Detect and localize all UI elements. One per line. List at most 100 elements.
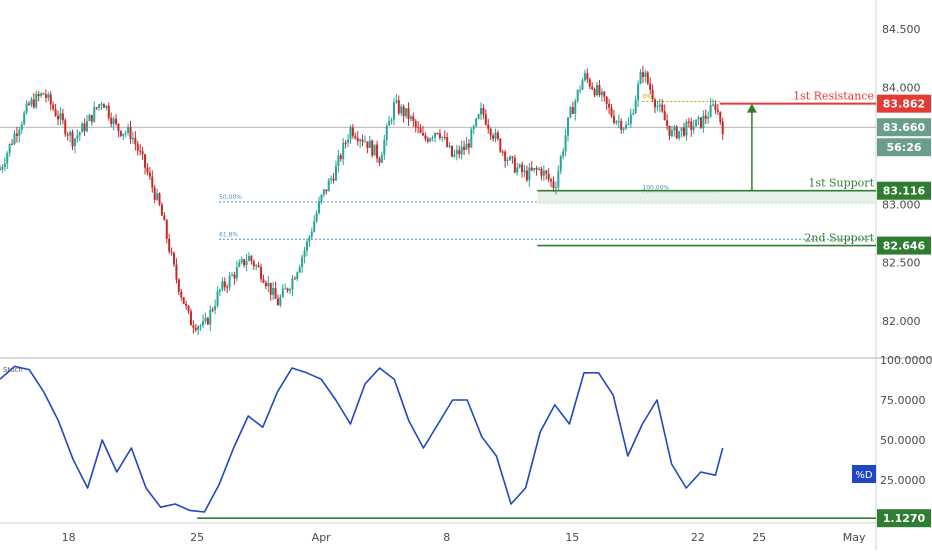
candle-body <box>637 83 640 101</box>
candle-body <box>44 94 47 99</box>
candle-body <box>115 118 118 124</box>
candle-body <box>622 128 625 130</box>
candle-body <box>417 126 420 129</box>
candle-body <box>202 320 205 326</box>
candle-body <box>511 156 514 158</box>
osc-y-tick-label: 25.0000 <box>880 474 926 487</box>
candle-body <box>443 136 446 138</box>
candle-body <box>552 181 555 189</box>
y-tick-label: 82.500 <box>882 257 921 270</box>
candle-body <box>69 132 72 136</box>
candle-body <box>192 325 195 328</box>
candle-body <box>247 256 250 261</box>
candle-body <box>25 103 28 113</box>
candle-body <box>146 167 149 173</box>
candle-body <box>245 260 248 266</box>
candle-body <box>136 144 139 151</box>
candle-body <box>392 102 395 120</box>
candle-body <box>160 204 163 216</box>
candle-body <box>168 238 171 252</box>
candle-body <box>673 126 676 131</box>
candle-body <box>487 124 490 129</box>
candle-body <box>680 127 683 132</box>
candle-body <box>421 132 424 136</box>
candle-body <box>163 215 166 221</box>
candle-body <box>390 119 393 121</box>
x-tick-label: 22 <box>691 531 705 544</box>
candle-body <box>692 126 695 130</box>
candle-body <box>569 107 572 118</box>
stoch-label: Stoch <box>3 366 23 374</box>
current-price-badge-text: 83.660 <box>883 121 926 134</box>
x-tick-label: 25 <box>752 531 766 544</box>
fib-level-label: 50.00% <box>219 194 242 201</box>
candle-body <box>658 104 661 107</box>
y-tick-label: 84.500 <box>882 23 921 36</box>
candle-body <box>223 281 226 288</box>
osc-y-tick-label: 75.0000 <box>880 394 926 407</box>
candle-body <box>380 155 383 163</box>
candle-body <box>598 85 601 96</box>
candle-body <box>322 189 325 195</box>
candle-body <box>489 128 492 136</box>
candle-body <box>151 176 154 188</box>
candle-body <box>721 121 724 135</box>
candle-body <box>494 132 497 139</box>
candle-body <box>608 103 611 108</box>
candle-body <box>371 140 374 156</box>
candle-body <box>562 151 565 157</box>
candle-body <box>20 124 23 131</box>
candle-body <box>699 117 702 128</box>
candle-body <box>276 298 279 306</box>
candle-body <box>262 279 265 283</box>
y-tick-label: 83.000 <box>882 198 921 211</box>
candle-body <box>337 155 340 166</box>
candle-body <box>475 118 478 127</box>
x-tick-label: Apr <box>312 531 332 544</box>
candle-body <box>625 124 628 129</box>
candle-body <box>504 151 507 162</box>
candle-body <box>139 150 142 152</box>
candle-body <box>35 94 38 108</box>
candle-body <box>719 111 722 122</box>
candle-body <box>131 137 134 140</box>
candle-body <box>547 173 550 180</box>
candle-body <box>289 289 292 291</box>
candle-body <box>409 116 412 120</box>
support-zone <box>537 190 876 205</box>
candle-body <box>704 115 707 119</box>
candle-body <box>508 156 511 160</box>
y-tick-label: 82.000 <box>882 315 921 328</box>
candle-body <box>134 137 137 145</box>
percent-d-badge-text: %D <box>855 470 873 481</box>
candle-body <box>612 116 615 123</box>
candle-body <box>528 167 531 181</box>
candle-body <box>501 151 504 153</box>
candle-body <box>267 282 270 287</box>
candle-body <box>363 141 366 143</box>
candle-body <box>204 318 207 321</box>
candle-body <box>90 114 93 122</box>
candle-body <box>687 121 690 123</box>
candle-body <box>214 305 217 311</box>
candle-body <box>356 138 359 142</box>
candle-body <box>71 132 74 147</box>
candle-body <box>182 297 185 304</box>
candle-body <box>559 156 562 172</box>
candle-body <box>185 303 188 306</box>
candle-body <box>383 139 386 156</box>
candle-body <box>296 272 299 279</box>
candle-body <box>571 107 574 114</box>
candle-body <box>228 275 231 288</box>
candle-body <box>477 114 480 119</box>
candle-body <box>250 256 253 262</box>
candle-body <box>385 125 388 140</box>
candle-body <box>610 107 613 117</box>
candle-body <box>593 89 596 96</box>
candle-body <box>47 94 50 99</box>
candle-body <box>670 130 673 137</box>
candle-body <box>66 134 69 136</box>
y-tick-label: 84.000 <box>882 82 921 95</box>
candle-body <box>76 135 79 139</box>
